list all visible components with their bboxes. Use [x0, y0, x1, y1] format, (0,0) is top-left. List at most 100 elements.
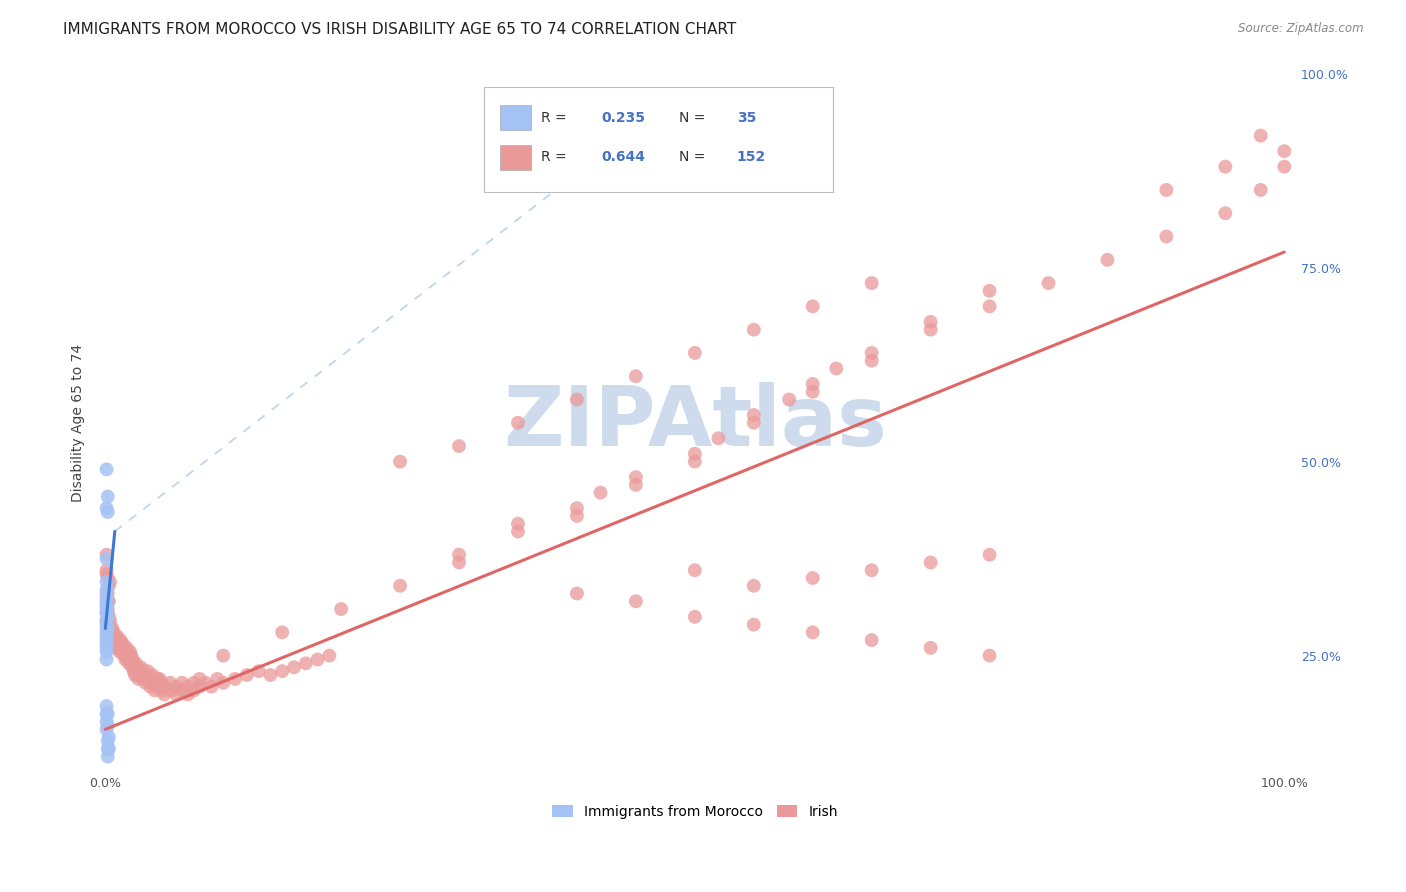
Point	[97, 741, 120, 756]
Point	[112, 648, 135, 663]
Point	[97, 617, 120, 632]
Point	[330, 602, 353, 616]
Point	[801, 625, 824, 640]
Point	[105, 637, 128, 651]
Point	[120, 652, 142, 666]
Point	[149, 672, 172, 686]
Point	[139, 672, 162, 686]
Point	[860, 353, 883, 368]
Point	[294, 657, 316, 671]
Point	[97, 749, 120, 764]
Point	[97, 706, 120, 721]
Point	[110, 640, 132, 655]
Point	[159, 683, 181, 698]
Point	[860, 563, 883, 577]
Point	[177, 688, 200, 702]
Point	[742, 416, 765, 430]
Point	[96, 637, 118, 651]
Point	[96, 633, 118, 648]
Point	[117, 652, 139, 666]
Point	[97, 602, 120, 616]
Point	[207, 672, 229, 686]
Point	[105, 629, 128, 643]
Point	[96, 652, 118, 666]
Point	[389, 579, 412, 593]
Point	[212, 675, 235, 690]
Point	[112, 645, 135, 659]
FancyBboxPatch shape	[485, 87, 834, 193]
Point	[127, 664, 149, 678]
Point	[742, 408, 765, 422]
Point	[97, 734, 120, 748]
Point	[200, 680, 222, 694]
Point	[170, 683, 193, 698]
Point	[212, 648, 235, 663]
Text: 35: 35	[737, 111, 756, 125]
Point	[96, 723, 118, 737]
Point	[103, 625, 125, 640]
Point	[153, 688, 176, 702]
Point	[565, 392, 588, 407]
Point	[111, 637, 134, 651]
Point	[104, 637, 127, 651]
Point	[146, 672, 169, 686]
Point	[170, 675, 193, 690]
Point	[115, 648, 138, 663]
Point	[742, 617, 765, 632]
Point	[136, 672, 159, 686]
Point	[97, 625, 120, 640]
Text: N =: N =	[679, 111, 710, 125]
Point	[778, 392, 800, 407]
Point	[506, 524, 529, 539]
Point	[96, 706, 118, 721]
Point	[97, 490, 120, 504]
Point	[283, 660, 305, 674]
Point	[97, 741, 120, 756]
Point	[141, 668, 163, 682]
Point	[1272, 144, 1295, 158]
Point	[97, 730, 120, 744]
Point	[1038, 276, 1060, 290]
Point	[107, 633, 129, 648]
Point	[96, 614, 118, 628]
Point	[1250, 128, 1272, 143]
Point	[141, 675, 163, 690]
Point	[979, 648, 1001, 663]
Point	[98, 622, 121, 636]
Point	[1215, 160, 1237, 174]
Point	[1272, 160, 1295, 174]
Point	[98, 614, 121, 628]
Point	[127, 660, 149, 674]
Point	[624, 470, 647, 484]
Point	[97, 609, 120, 624]
Point	[103, 633, 125, 648]
Point	[271, 664, 294, 678]
Point	[96, 567, 118, 582]
Point	[122, 664, 145, 678]
Point	[259, 668, 281, 682]
Text: R =: R =	[541, 151, 571, 164]
Point	[150, 683, 173, 698]
Text: ZIPAtlas: ZIPAtlas	[503, 383, 887, 463]
Point	[96, 598, 118, 612]
Point	[979, 548, 1001, 562]
Point	[97, 579, 120, 593]
FancyBboxPatch shape	[501, 105, 531, 130]
Point	[129, 668, 152, 682]
Point	[188, 680, 211, 694]
Point	[120, 657, 142, 671]
Point	[132, 664, 155, 678]
Text: N =: N =	[679, 151, 710, 164]
Point	[565, 501, 588, 516]
Point	[96, 640, 118, 655]
Point	[134, 668, 156, 682]
Point	[683, 447, 706, 461]
Point	[271, 625, 294, 640]
Point	[118, 648, 141, 663]
Point	[96, 462, 118, 476]
Point	[104, 633, 127, 648]
Point	[1250, 183, 1272, 197]
Point	[97, 571, 120, 585]
Point	[683, 346, 706, 360]
Point	[389, 454, 412, 468]
